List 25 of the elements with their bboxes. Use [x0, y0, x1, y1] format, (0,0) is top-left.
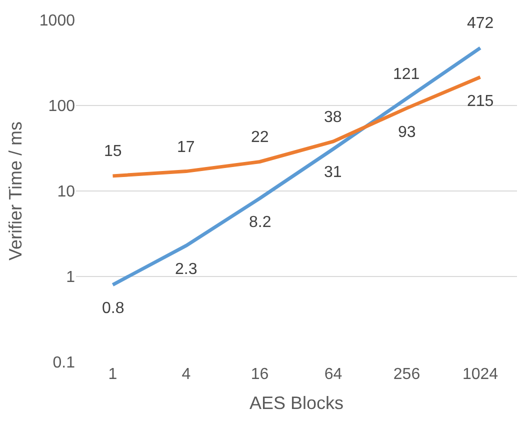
- data-label: 472: [467, 15, 494, 32]
- data-label: 8.2: [249, 214, 272, 231]
- x-tick-label: 1: [108, 366, 118, 383]
- data-label: 22: [251, 129, 269, 146]
- x-tick-label: 4: [182, 366, 191, 383]
- x-tick-label: 1024: [462, 366, 498, 383]
- x-tick-label: 64: [324, 366, 342, 383]
- data-label: 2.3: [175, 261, 198, 278]
- x-tick-label: 16: [250, 366, 269, 383]
- data-label: 215: [467, 93, 494, 110]
- y-tick-label: 1: [66, 269, 76, 286]
- data-label: 15: [104, 143, 122, 160]
- y-tick-label: 10: [57, 184, 76, 201]
- data-label: 17: [177, 139, 195, 156]
- data-label: 121: [393, 66, 420, 83]
- y-axis-title: Verifier Time / ms: [6, 121, 26, 261]
- x-tick-label: 256: [393, 366, 420, 383]
- y-tick-label: 0.1: [52, 354, 76, 372]
- data-label: 0.8: [102, 300, 124, 317]
- data-label: 31: [324, 164, 342, 181]
- y-tick-label: 100: [48, 98, 76, 116]
- y-tick-label: 1000: [39, 12, 76, 30]
- x-axis-title: AES Blocks: [249, 393, 344, 414]
- data-label: 38: [324, 109, 342, 126]
- data-label: 93: [398, 124, 416, 141]
